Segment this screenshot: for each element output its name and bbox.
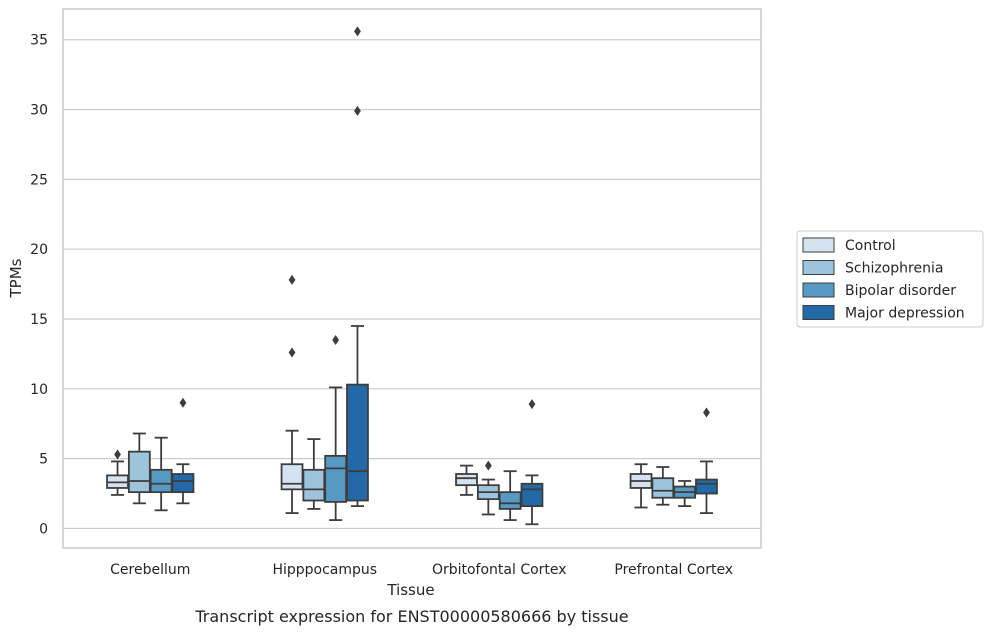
legend-swatch xyxy=(802,282,835,298)
outlier-point xyxy=(703,407,710,418)
box-group xyxy=(149,436,173,512)
legend-label: Control xyxy=(845,238,896,254)
box xyxy=(149,468,173,494)
legend: Control Schizophrenia Bipolar disorder Majo… xyxy=(796,230,984,328)
box-group xyxy=(171,397,195,505)
outlier-point xyxy=(332,334,340,345)
x-axis-label: Tissue xyxy=(386,581,434,599)
outlier-point xyxy=(354,26,361,37)
legend-swatch xyxy=(802,237,835,253)
y-axis-label: TPMs xyxy=(7,258,25,298)
box-group xyxy=(280,274,304,514)
x-tick-label: Orbitofontal Cortex xyxy=(432,562,567,578)
x-tick-label: Prefrontal Cortex xyxy=(614,562,733,578)
x-tick-label: Cerebellum xyxy=(110,562,190,578)
box-group xyxy=(455,464,478,496)
box xyxy=(302,468,326,502)
outlier-point xyxy=(528,399,536,410)
box-group xyxy=(127,432,151,505)
box-group xyxy=(324,334,348,521)
outlier-point xyxy=(354,105,361,116)
box xyxy=(651,477,675,499)
y-tick-label: 10 xyxy=(30,382,48,398)
y-tick-label: 15 xyxy=(30,312,48,328)
box xyxy=(171,473,195,494)
box-group xyxy=(629,463,653,509)
plot-frame xyxy=(62,8,762,549)
y-tick-label: 20 xyxy=(30,242,48,258)
y-tick-label: 25 xyxy=(30,172,48,188)
box xyxy=(127,450,151,494)
legend-swatch xyxy=(802,260,835,275)
box xyxy=(498,491,522,510)
figure-caption: Transcript expression for ENST0000058066… xyxy=(194,607,628,626)
outlier-point xyxy=(179,397,187,408)
outlier-point xyxy=(288,274,296,285)
legend-swatch xyxy=(802,305,835,320)
box-group xyxy=(651,466,675,506)
y-tick-label: 0 xyxy=(39,521,48,537)
box-plot-series xyxy=(106,26,718,526)
box-group xyxy=(520,399,544,526)
box-group xyxy=(106,449,129,496)
y-tick-label: 30 xyxy=(30,103,48,119)
box xyxy=(324,454,348,503)
box xyxy=(455,473,478,487)
y-tick-label: 35 xyxy=(30,33,48,49)
legend-label: Bipolar disorder xyxy=(845,283,956,299)
box-group xyxy=(346,26,369,508)
x-tick-label: Hipppocampus xyxy=(272,562,377,578)
outlier-point xyxy=(484,460,492,471)
x-tick-labels: Cerebellum Hipppocampus Orbitofontal Corte… xyxy=(110,562,733,578)
outlier-point xyxy=(114,449,121,460)
gridlines xyxy=(63,39,761,530)
outlier-point xyxy=(288,347,296,358)
box xyxy=(520,482,544,508)
legend-label: Schizophrenia xyxy=(845,261,943,277)
box-group xyxy=(695,407,718,514)
y-tick-label: 5 xyxy=(39,452,48,468)
legend-frame xyxy=(796,230,984,328)
legend-label: Major depression xyxy=(845,306,965,322)
box xyxy=(346,383,369,502)
box xyxy=(280,463,304,491)
box xyxy=(695,478,718,495)
y-tick-labels: 0 5 10 15 20 25 30 35 xyxy=(30,33,48,538)
